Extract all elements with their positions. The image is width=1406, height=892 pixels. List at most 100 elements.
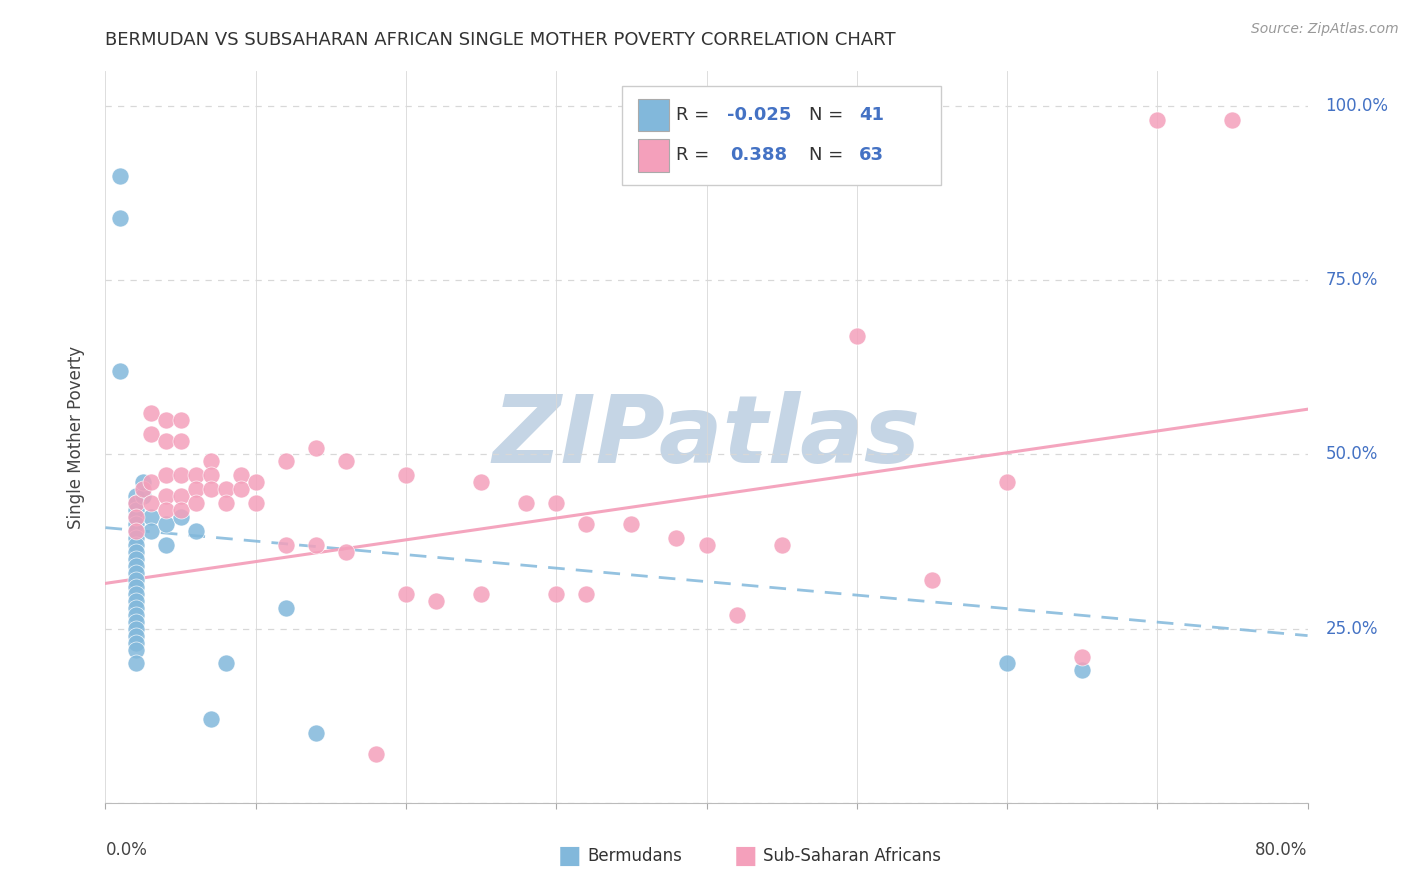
Point <box>620 517 643 532</box>
Point <box>274 454 297 468</box>
Point <box>184 496 207 510</box>
Text: 50.0%: 50.0% <box>1326 445 1378 464</box>
Point <box>139 406 162 420</box>
Point <box>124 615 146 629</box>
Text: 25.0%: 25.0% <box>1326 620 1378 638</box>
Text: 75.0%: 75.0% <box>1326 271 1378 289</box>
Point <box>470 475 492 490</box>
Point <box>124 657 146 671</box>
Point <box>184 524 207 538</box>
Point <box>124 503 146 517</box>
Point <box>124 510 146 524</box>
Point <box>1146 113 1168 128</box>
FancyBboxPatch shape <box>623 86 941 185</box>
Point <box>124 622 146 636</box>
Point <box>335 454 357 468</box>
Point <box>184 483 207 497</box>
Point <box>155 538 177 552</box>
Point <box>110 169 132 183</box>
Point <box>696 538 718 552</box>
Text: Source: ZipAtlas.com: Source: ZipAtlas.com <box>1251 22 1399 37</box>
Point <box>124 566 146 580</box>
Point <box>305 441 328 455</box>
Point <box>725 607 748 622</box>
Point <box>245 496 267 510</box>
Point <box>214 483 236 497</box>
Text: N =: N = <box>808 146 849 164</box>
Point <box>169 412 191 426</box>
Point <box>124 642 146 657</box>
Point <box>124 524 146 538</box>
Point <box>845 329 868 343</box>
Point <box>665 531 688 545</box>
Point <box>214 657 236 671</box>
Point <box>1222 113 1244 128</box>
Point <box>155 517 177 532</box>
Point <box>1071 664 1094 678</box>
Point <box>139 510 162 524</box>
Point <box>335 545 357 559</box>
Point <box>229 468 252 483</box>
Point <box>575 517 598 532</box>
Point <box>124 580 146 594</box>
Point <box>169 510 191 524</box>
Point <box>132 489 155 503</box>
Point <box>169 503 191 517</box>
Point <box>155 468 177 483</box>
Point <box>155 434 177 448</box>
Point <box>110 364 132 378</box>
Point <box>200 712 222 726</box>
Point <box>995 657 1018 671</box>
Point <box>515 496 537 510</box>
Point <box>245 475 267 490</box>
Point <box>124 629 146 643</box>
Point <box>139 426 162 441</box>
Text: Bermudans: Bermudans <box>588 847 682 865</box>
Point <box>124 538 146 552</box>
Point <box>575 587 598 601</box>
Point <box>305 726 328 740</box>
Text: Sub-Saharan Africans: Sub-Saharan Africans <box>763 847 942 865</box>
Point <box>124 517 146 532</box>
Point <box>200 454 222 468</box>
Point <box>124 558 146 573</box>
Point <box>214 496 236 510</box>
Point <box>169 434 191 448</box>
Point <box>124 635 146 649</box>
Point <box>470 587 492 601</box>
Point <box>274 538 297 552</box>
Point <box>364 747 387 761</box>
Point <box>305 538 328 552</box>
Text: N =: N = <box>808 106 849 124</box>
Point <box>124 496 146 510</box>
Text: R =: R = <box>676 146 721 164</box>
Text: 63: 63 <box>859 146 884 164</box>
Point <box>139 496 162 510</box>
Point <box>139 475 162 490</box>
Y-axis label: Single Mother Poverty: Single Mother Poverty <box>66 345 84 529</box>
Point <box>169 468 191 483</box>
Text: 80.0%: 80.0% <box>1256 841 1308 859</box>
Point <box>124 587 146 601</box>
Text: 100.0%: 100.0% <box>1326 97 1389 115</box>
Point <box>124 510 146 524</box>
Point <box>546 587 568 601</box>
Point <box>200 468 222 483</box>
Point <box>124 552 146 566</box>
FancyBboxPatch shape <box>638 139 669 171</box>
Text: 0.388: 0.388 <box>731 146 787 164</box>
Point <box>155 489 177 503</box>
Point <box>1071 649 1094 664</box>
Text: 41: 41 <box>859 106 884 124</box>
Point <box>132 475 155 490</box>
Point <box>124 524 146 538</box>
Point <box>395 468 418 483</box>
Point <box>995 475 1018 490</box>
Point <box>770 538 793 552</box>
Point <box>229 483 252 497</box>
Point <box>200 483 222 497</box>
Point <box>132 483 155 497</box>
Text: ZIPatlas: ZIPatlas <box>492 391 921 483</box>
Point <box>124 545 146 559</box>
Point <box>124 600 146 615</box>
